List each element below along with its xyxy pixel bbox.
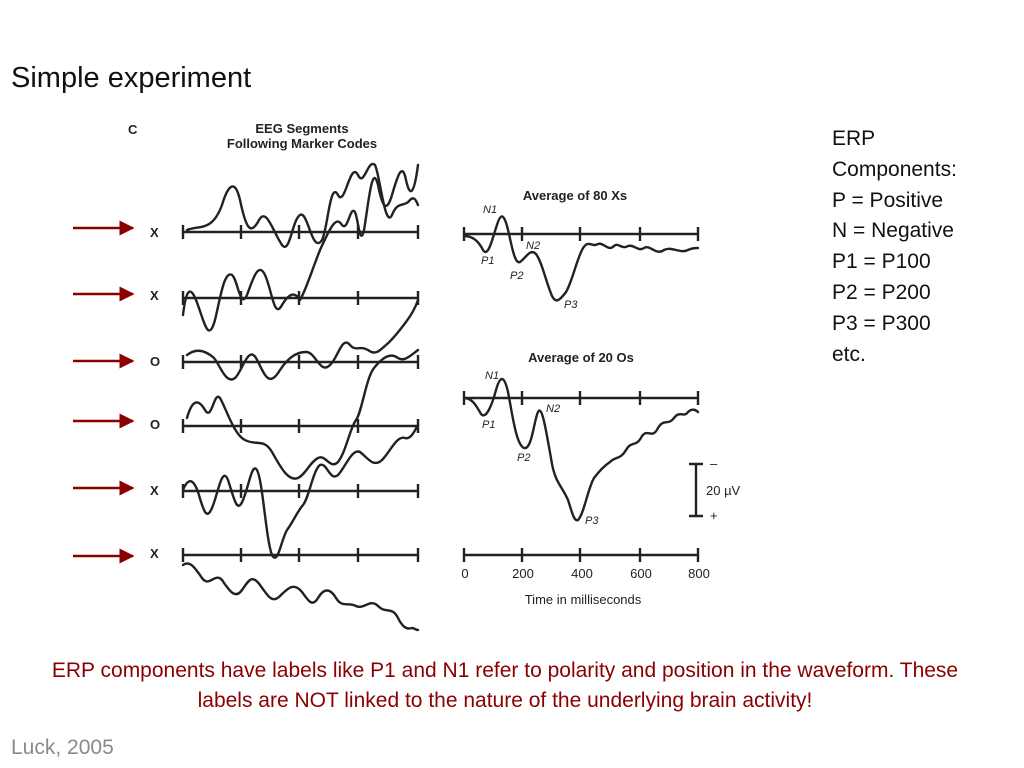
time-tick-label: 800: [688, 566, 710, 581]
eeg-trace: [185, 348, 420, 480]
average-o-waveform: [462, 377, 700, 522]
segment-marker: X: [150, 288, 159, 303]
slide-title: Simple experiment: [11, 62, 252, 94]
label-n2: N2: [546, 403, 560, 415]
components-line: P3 = P300: [832, 311, 931, 335]
label-n1: N1: [485, 370, 499, 382]
components-line: Components:: [832, 157, 957, 181]
label-p1: P1: [481, 255, 494, 267]
label-p3: P3: [585, 515, 599, 527]
erp-components-list: ERP Components: P = Positive N = Negativ…: [832, 124, 957, 370]
eeg-traces: [181, 162, 420, 632]
average-x-baseline: [462, 227, 700, 241]
components-line: N = Negative: [832, 219, 954, 243]
scale-bar-value: 20 µV: [706, 483, 741, 498]
segment-baselines: [181, 225, 420, 562]
scale-bar-plus: +: [710, 508, 718, 523]
marker-arrows: [73, 220, 135, 564]
label-p2: P2: [510, 270, 523, 282]
average-o-baseline: [462, 391, 700, 405]
segment-baseline: [181, 225, 420, 239]
slide-caption: ERP components have labels like P1 and N…: [51, 659, 959, 712]
time-axis: [462, 548, 700, 562]
components-line: P = Positive: [832, 188, 944, 212]
components-line: etc.: [832, 342, 866, 366]
segment-marker: O: [150, 417, 160, 432]
label-p3: P3: [564, 299, 578, 311]
label-p2: P2: [517, 452, 530, 464]
segments-title-line1: EEG Segments: [255, 121, 348, 136]
segment-baseline: [181, 419, 420, 433]
time-tick-label: 0: [461, 566, 468, 581]
panel-label: C: [128, 122, 138, 137]
time-tick-label: 200: [512, 566, 534, 581]
time-tick-label: 400: [571, 566, 593, 581]
segment-marker: X: [150, 546, 159, 561]
eeg-trace: [181, 423, 420, 559]
label-n2: N2: [526, 240, 540, 252]
average-x-waveform: [462, 215, 700, 302]
segment-baseline: [181, 355, 420, 369]
label-n1: N1: [483, 204, 497, 216]
components-line: P1 = P100: [832, 250, 931, 274]
average-o-title: Average of 20 Os: [528, 350, 634, 365]
label-p1: P1: [482, 419, 495, 431]
components-line: ERP: [832, 127, 876, 150]
marker-codes: X X O O X X: [150, 225, 160, 561]
segments-title-line2: Following Marker Codes: [227, 136, 377, 151]
time-axis-label: Time in milliseconds: [525, 592, 642, 607]
segment-marker: X: [150, 483, 159, 498]
segment-marker: O: [150, 354, 160, 369]
components-line: P2 = P200: [832, 280, 931, 304]
segment-baseline: [181, 548, 420, 562]
scale-bar-minus: –: [710, 456, 718, 471]
eeg-trace: [185, 162, 420, 248]
scale-bar: [689, 462, 703, 518]
eeg-trace: [185, 298, 420, 381]
eeg-trace: [181, 562, 420, 632]
citation: Luck, 2005: [11, 736, 114, 759]
time-tick-label: 600: [630, 566, 652, 581]
eeg-trace: [181, 163, 420, 332]
average-x-title: Average of 80 Xs: [523, 188, 627, 203]
segment-marker: X: [150, 225, 159, 240]
